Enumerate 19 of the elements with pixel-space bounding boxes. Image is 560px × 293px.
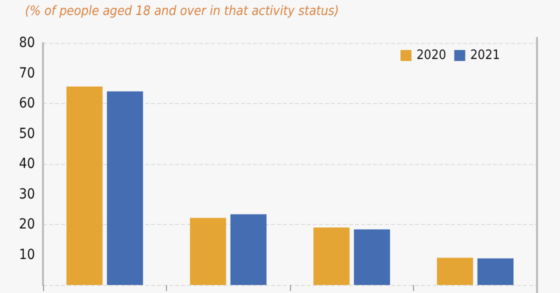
bar	[477, 258, 514, 285]
chart-subtitle: (% of people aged 18 and over in that activity status)	[25, 4, 339, 19]
y-tick-label: 20	[18, 216, 35, 232]
y-tick-label: 40	[18, 156, 35, 172]
bar	[313, 228, 350, 285]
y-tick-label: 30	[18, 186, 35, 202]
y-tick-label: 10	[18, 246, 35, 263]
y-tick-label: 50	[18, 126, 35, 142]
y-tick-label: 60	[18, 96, 35, 112]
bar	[106, 91, 144, 285]
bar	[354, 229, 390, 285]
bar	[66, 86, 103, 285]
bar	[190, 218, 226, 285]
legend-label: 2020	[416, 48, 446, 63]
bar	[436, 258, 474, 285]
y-tick-label: 80	[18, 35, 35, 51]
y-tick-label: 70	[18, 65, 35, 82]
legend-label: 2021	[470, 48, 500, 63]
bar	[230, 214, 267, 285]
